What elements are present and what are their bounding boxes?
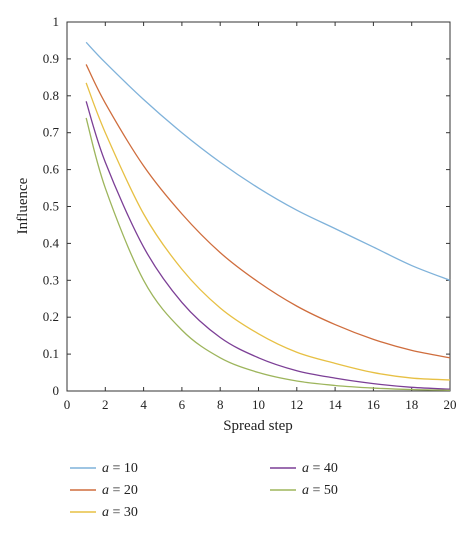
legend-item: a = 50 bbox=[270, 483, 338, 498]
y-tick-label: 0.1 bbox=[43, 346, 59, 361]
y-tick-label: 0.5 bbox=[43, 199, 59, 214]
legend-item: a = 40 bbox=[270, 461, 338, 476]
legend: a = 10 a = 20 a = 30 a = 40 a = 50 bbox=[70, 461, 338, 520]
legend-item: a = 30 bbox=[70, 505, 138, 520]
y-tick-label: 0 bbox=[53, 383, 60, 398]
series-line-5 bbox=[85, 117, 451, 391]
x-tick-label: 16 bbox=[367, 397, 381, 412]
x-tick-label: 18 bbox=[405, 397, 418, 412]
y-axis-title: Influence bbox=[15, 177, 31, 234]
x-tick-label: 0 bbox=[64, 397, 71, 412]
legend-label: a = 20 bbox=[102, 483, 138, 498]
y-axis-ticks: 0 0.1 0.2 0.3 0.4 0.5 0.6 0.7 0.8 0.9 1 bbox=[43, 14, 450, 398]
x-tick-label: 20 bbox=[444, 397, 457, 412]
x-tick-label: 8 bbox=[217, 397, 224, 412]
x-tick-label: 6 bbox=[179, 397, 186, 412]
x-axis-title: Spread step bbox=[223, 418, 293, 434]
x-tick-label: 4 bbox=[140, 397, 147, 412]
legend-item: a = 20 bbox=[70, 483, 138, 498]
series-line-2 bbox=[85, 64, 451, 359]
legend-label: a = 10 bbox=[102, 461, 138, 476]
y-tick-label: 1 bbox=[53, 14, 60, 29]
y-tick-label: 0.3 bbox=[43, 272, 59, 287]
y-tick-label: 0.6 bbox=[43, 162, 60, 177]
x-tick-label: 2 bbox=[102, 397, 109, 412]
y-tick-label: 0.7 bbox=[43, 125, 60, 140]
y-tick-label: 0.9 bbox=[43, 51, 59, 66]
legend-label: a = 40 bbox=[302, 461, 338, 476]
y-tick-label: 0.4 bbox=[43, 235, 60, 250]
x-axis-ticks: 0 2 4 6 8 10 12 14 16 18 20 bbox=[64, 22, 457, 412]
x-tick-label: 14 bbox=[329, 397, 343, 412]
y-tick-label: 0.8 bbox=[43, 88, 59, 103]
series-line-4 bbox=[85, 101, 451, 390]
series-line-1 bbox=[85, 41, 451, 281]
x-tick-label: 10 bbox=[252, 397, 265, 412]
legend-item: a = 10 bbox=[70, 461, 138, 476]
x-tick-label: 12 bbox=[290, 397, 303, 412]
series-lines bbox=[85, 41, 451, 391]
y-tick-label: 0.2 bbox=[43, 309, 59, 324]
legend-label: a = 50 bbox=[302, 483, 338, 498]
legend-label: a = 30 bbox=[102, 505, 138, 520]
series-line-3 bbox=[85, 82, 451, 381]
